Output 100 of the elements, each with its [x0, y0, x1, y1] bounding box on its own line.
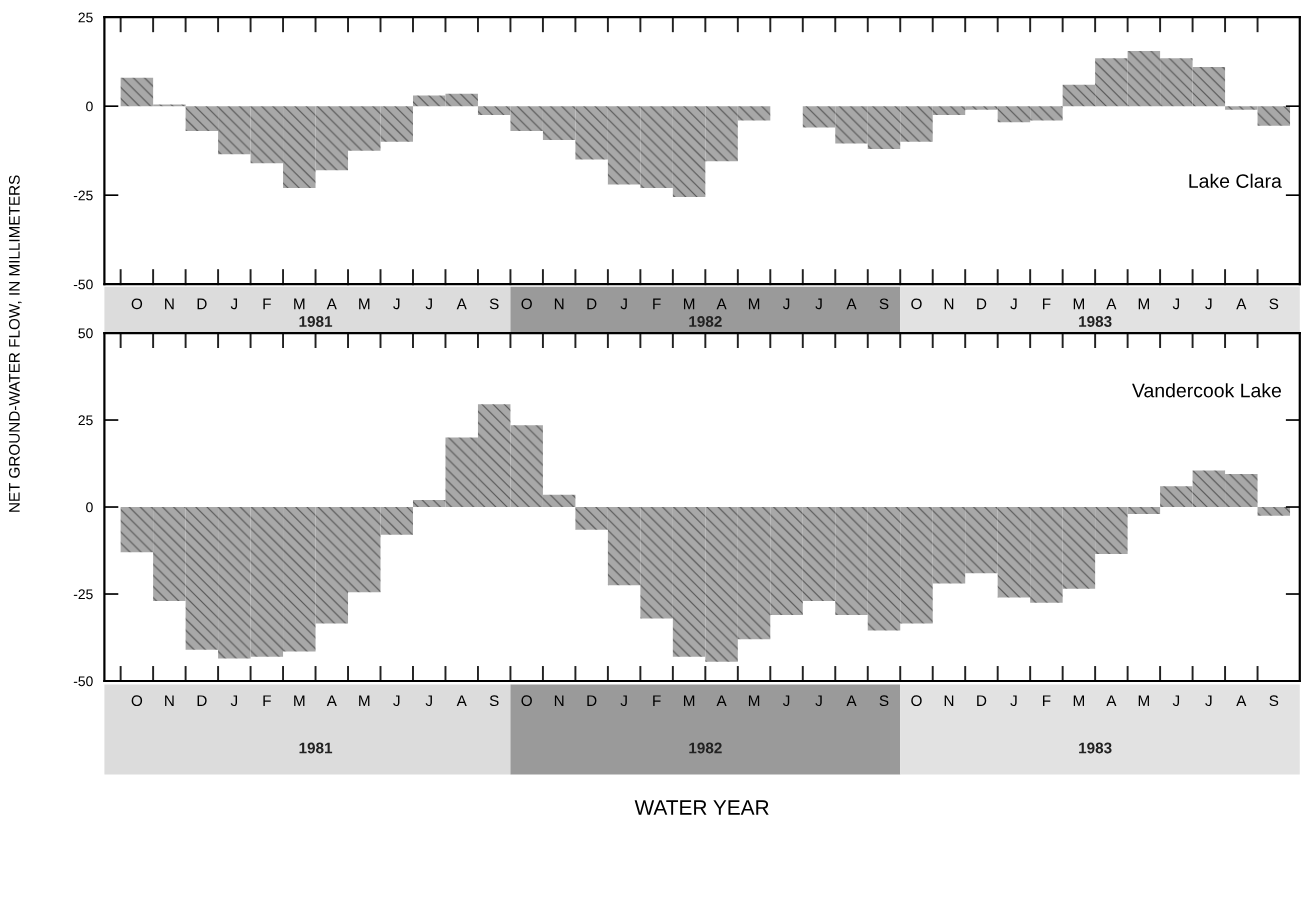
- x-tick-label: S: [1269, 695, 1279, 707]
- x-tick-label: A: [326, 298, 337, 310]
- bar: [477, 106, 511, 116]
- bar: [120, 77, 154, 107]
- y-tick-label: 25: [78, 415, 93, 426]
- x-tick-label: M: [294, 298, 305, 310]
- x-tick-label: M: [359, 695, 370, 706]
- bar: [315, 106, 349, 171]
- bar: [1127, 507, 1161, 514]
- bar: [120, 507, 154, 553]
- bar: [510, 425, 543, 508]
- y-tick-label: -25: [73, 589, 93, 600]
- bar: [542, 106, 576, 140]
- x-tick-label: J: [230, 695, 238, 707]
- x-tick-label: J: [1172, 298, 1180, 310]
- x-tick-label: J: [1010, 695, 1017, 707]
- x-tick-label: A: [456, 695, 467, 706]
- bar: [477, 404, 511, 508]
- bar: [1030, 507, 1063, 603]
- x-tick-label: N: [554, 695, 564, 706]
- x-tick-label: J: [393, 695, 400, 707]
- bar: [1257, 507, 1291, 516]
- x-tick-label: F: [653, 298, 661, 310]
- x-tick-label: M: [294, 695, 305, 706]
- x-tick-label: M: [1138, 298, 1149, 310]
- bar: [835, 106, 868, 144]
- x-tick-label: J: [1010, 298, 1017, 310]
- bar: [575, 106, 608, 160]
- text: 1981: [299, 742, 333, 754]
- x-tick-label: N: [554, 298, 564, 310]
- x-tick-label: D: [197, 298, 207, 310]
- x-tick-label: N: [165, 298, 174, 310]
- y-tick-label: -50: [73, 676, 93, 687]
- x-tick-label: F: [263, 695, 271, 706]
- x-tick-label: A: [456, 298, 467, 310]
- bar: [672, 106, 706, 197]
- x-axis-title: WATER YEAR: [634, 800, 769, 815]
- x-tick-label: D: [587, 298, 597, 310]
- x-tick-label: A: [846, 695, 857, 706]
- x-tick-label: O: [521, 298, 532, 310]
- y-tick-label: 0: [86, 502, 93, 513]
- x-tick-label: S: [489, 298, 499, 310]
- x-tick-label: J: [425, 298, 432, 310]
- x-tick-label: F: [1043, 298, 1051, 310]
- x-tick-label: O: [911, 695, 922, 707]
- x-tick-label: N: [944, 695, 954, 706]
- text: 1983: [1079, 316, 1112, 327]
- x-tick-label: M: [748, 695, 760, 706]
- bar: [575, 507, 608, 530]
- bar: [348, 507, 381, 593]
- x-tick-label: J: [782, 298, 790, 310]
- bar: [412, 95, 446, 107]
- bar: [348, 106, 381, 151]
- text: 1983: [1079, 742, 1112, 754]
- x-tick-label: M: [748, 298, 760, 310]
- bar: [737, 106, 771, 121]
- bar: [1257, 106, 1291, 126]
- bar: [802, 106, 836, 128]
- text: Vandercook Lake: [1132, 383, 1281, 398]
- x-tick-label: F: [1043, 695, 1051, 706]
- x-tick-label: M: [359, 298, 370, 310]
- x-tick-label: A: [326, 695, 337, 706]
- x-tick-label: O: [521, 695, 532, 707]
- bar: [1160, 486, 1193, 508]
- bar: [1225, 106, 1258, 110]
- bar: [705, 507, 738, 662]
- x-tick-label: J: [1172, 695, 1180, 707]
- x-tick-label: M: [683, 298, 695, 310]
- bar: [607, 507, 641, 586]
- bar: [607, 106, 641, 185]
- bar: [315, 507, 349, 624]
- x-tick-label: J: [620, 298, 627, 310]
- y-tick-label: 0: [86, 101, 93, 112]
- x-tick-label: J: [1205, 695, 1212, 707]
- x-tick-label: J: [393, 298, 400, 310]
- bar: [997, 507, 1031, 598]
- x-tick-label: F: [263, 298, 271, 310]
- x-tick-label: J: [782, 695, 790, 707]
- x-tick-label: O: [131, 298, 143, 310]
- bar: [1095, 58, 1128, 107]
- bar: [867, 106, 901, 149]
- x-tick-label: N: [165, 695, 174, 706]
- x-tick-label: J: [620, 695, 627, 707]
- x-tick-label: D: [977, 298, 987, 310]
- bar: [997, 106, 1031, 123]
- bar: [1225, 473, 1258, 508]
- bar: [542, 494, 576, 508]
- bar: [185, 507, 219, 650]
- text: 1982: [689, 316, 722, 327]
- x-tick-label: M: [1073, 298, 1084, 310]
- x-tick-label: O: [131, 695, 143, 707]
- bar: [250, 507, 284, 657]
- bar: [640, 106, 673, 189]
- bar: [900, 106, 933, 142]
- text: Lake Clara: [1189, 173, 1282, 188]
- y-tick-label: 25: [78, 12, 93, 23]
- x-tick-label: M: [683, 695, 695, 706]
- x-tick-label: S: [879, 298, 889, 310]
- text: 1982: [689, 742, 722, 754]
- x-tick-label: A: [1106, 298, 1117, 310]
